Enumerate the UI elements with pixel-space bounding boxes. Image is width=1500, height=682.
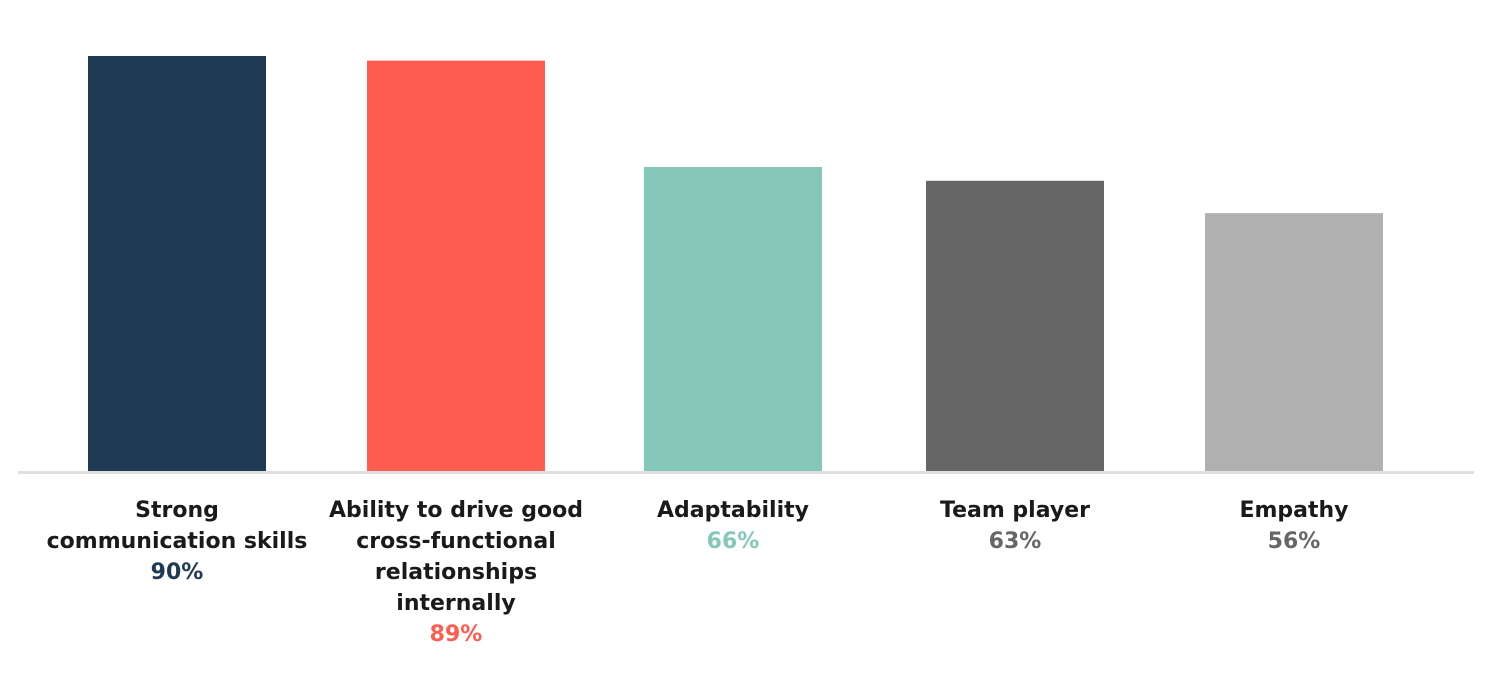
bars-group <box>88 56 1383 473</box>
category-label-5: Empathy <box>1239 498 1348 523</box>
category-label-2: Ability to drive good <box>329 498 583 523</box>
value-label-5: 56% <box>1268 529 1321 554</box>
category-label-1: Strong <box>135 498 219 523</box>
category-label-2: relationships <box>375 560 537 585</box>
value-label-3: 66% <box>707 529 760 554</box>
category-label-3: Adaptability <box>657 498 809 523</box>
value-label-4: 63% <box>989 529 1042 554</box>
value-label-1: 90% <box>151 560 204 585</box>
bar-2 <box>367 60 545 472</box>
bar-4 <box>926 180 1104 473</box>
value-label-2: 89% <box>430 622 483 647</box>
labels-group: Strong communication skills 90% Ability to … <box>47 498 1349 647</box>
bar-5 <box>1205 213 1383 472</box>
category-label-1: communication skills <box>47 529 308 554</box>
bar-1 <box>88 56 266 472</box>
category-label-4: Team player <box>940 498 1090 523</box>
bar-3 <box>644 166 822 472</box>
category-label-2: internally <box>396 591 515 616</box>
category-label-2: cross-functional <box>356 529 555 554</box>
